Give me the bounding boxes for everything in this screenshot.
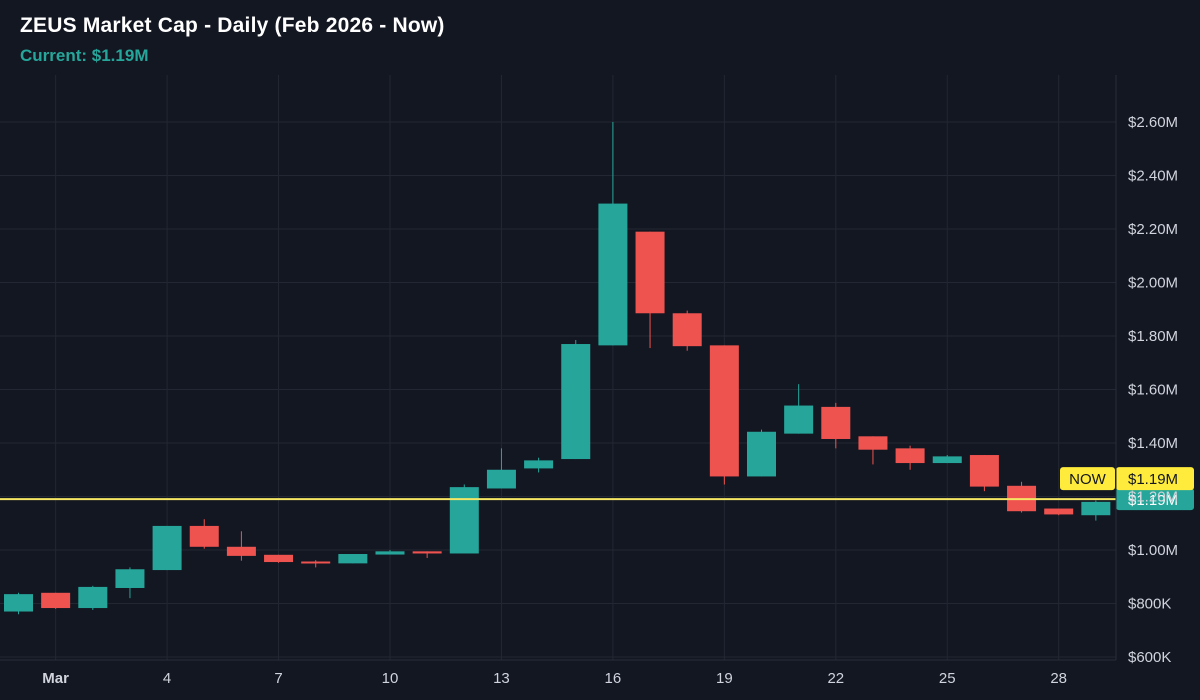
- x-tick-label: 13: [493, 670, 510, 687]
- candle-down: [709, 345, 739, 485]
- current-price-badge: [1116, 488, 1194, 511]
- candle-down: [226, 531, 256, 561]
- candle-body: [709, 345, 739, 477]
- now-badge-label: NOW: [1069, 471, 1107, 488]
- candle-body: [784, 405, 814, 434]
- x-tick-label: 22: [827, 670, 844, 687]
- candle-body: [115, 569, 145, 588]
- y-tick-label: $2.00M: [1128, 275, 1178, 292]
- x-tick-label: 10: [382, 670, 399, 687]
- candle-body: [41, 592, 71, 609]
- candle-body: [486, 469, 516, 489]
- candle-body: [4, 594, 33, 612]
- candle-up: [1081, 500, 1111, 521]
- candle-up: [747, 429, 776, 477]
- candle-body: [301, 561, 331, 564]
- candle-up: [932, 455, 962, 464]
- candle-body: [672, 313, 702, 347]
- candle-up: [598, 122, 628, 346]
- y-tick-label: $1.40M: [1128, 435, 1178, 452]
- candle-down: [1007, 481, 1037, 513]
- x-tick-label: 7: [274, 670, 282, 687]
- candle-body: [226, 546, 256, 556]
- candle-up: [486, 448, 516, 489]
- now-value-label: $1.19M: [1128, 471, 1178, 488]
- candle-up: [449, 484, 479, 554]
- candle-down: [672, 310, 702, 351]
- candle-down: [969, 455, 999, 492]
- candle-body: [152, 525, 182, 571]
- y-tick-label: $1.60M: [1128, 382, 1178, 399]
- candle-body: [858, 436, 888, 450]
- y-tick-label: $2.40M: [1128, 168, 1178, 185]
- x-tick-label: Mar: [42, 670, 69, 687]
- candle-down: [41, 592, 71, 609]
- candle-down: [412, 551, 442, 559]
- axes: $600K $800K $1.00M $1.20M $1.40M $1.60M $1.80M…: [0, 75, 1178, 687]
- y-tick-label: $800K: [1128, 596, 1171, 613]
- candle-up: [152, 525, 182, 571]
- candle-body: [375, 551, 405, 555]
- candle-down: [821, 402, 851, 449]
- candle-body: [78, 586, 108, 609]
- current-value: Current: $1.19M: [20, 46, 149, 65]
- candles: [4, 122, 1111, 615]
- current-price-badge-label: $1.19M: [1128, 492, 1178, 509]
- candle-up: [524, 457, 554, 473]
- candle-body: [449, 487, 479, 554]
- candle-up: [78, 585, 108, 610]
- candle-body: [747, 431, 776, 477]
- candle-body: [412, 551, 442, 554]
- now-badge: [1060, 467, 1115, 491]
- candle-body: [524, 460, 554, 469]
- candle-body: [338, 554, 368, 564]
- candle-body: [635, 231, 665, 314]
- x-tick-label: 19: [716, 670, 733, 687]
- x-tick-label: 16: [605, 670, 622, 687]
- grid: [0, 75, 1116, 660]
- now-value-badge: [1116, 467, 1194, 491]
- candle-body: [932, 456, 962, 464]
- candle-down: [1044, 508, 1074, 516]
- y-tick-label: $2.60M: [1128, 114, 1178, 131]
- candle-down: [635, 231, 665, 349]
- candle-body: [821, 406, 851, 439]
- y-tick-label: $1.80M: [1128, 328, 1178, 345]
- y-tick-label: $1.00M: [1128, 542, 1178, 559]
- candle-up: [561, 340, 591, 460]
- now-overlay: $1.19M NOW $1.19M: [0, 467, 1194, 511]
- candle-down: [264, 554, 294, 563]
- candle-up: [4, 592, 33, 615]
- candle-down: [301, 560, 331, 568]
- x-tick-label: 28: [1050, 670, 1067, 687]
- candle-body: [189, 525, 219, 547]
- candle-body: [561, 344, 591, 460]
- y-tick-label: $1.20M: [1128, 489, 1178, 506]
- candle-up: [338, 554, 368, 564]
- candle-up: [375, 550, 405, 555]
- candle-body: [1044, 508, 1074, 515]
- candle-body: [264, 554, 294, 563]
- candle-body: [969, 455, 999, 487]
- candle-body: [895, 448, 925, 464]
- y-tick-label: $2.20M: [1128, 221, 1178, 238]
- candle-up: [115, 567, 145, 599]
- candle-down: [189, 519, 219, 549]
- y-tick-label: $600K: [1128, 649, 1171, 666]
- x-tick-label: 4: [163, 670, 171, 687]
- chart-title: ZEUS Market Cap - Daily (Feb 2026 - Now): [20, 14, 445, 37]
- x-tick-label: 25: [939, 670, 956, 687]
- candle-down: [858, 436, 888, 465]
- candle-down: [895, 445, 925, 470]
- candle-body: [1081, 501, 1111, 516]
- candle-up: [784, 384, 814, 434]
- candle-body: [598, 203, 628, 346]
